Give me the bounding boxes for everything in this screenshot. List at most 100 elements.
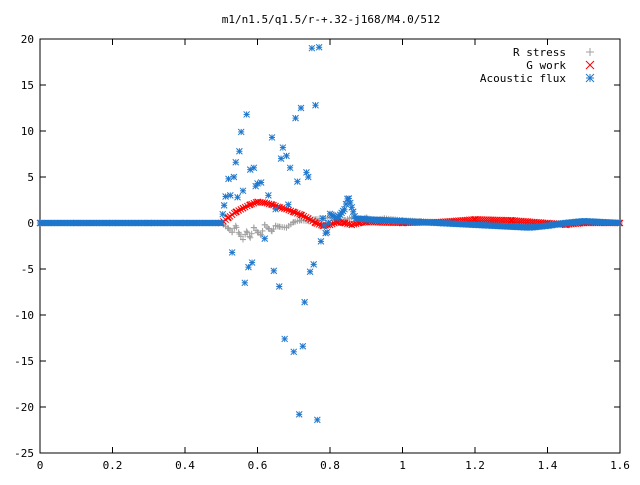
data-point [313,220,321,227]
data-point [298,217,304,224]
data-point [341,205,348,213]
marker-stroke [310,261,318,268]
marker-stroke [284,201,292,208]
marker-stroke [217,219,225,227]
x-tick-label: 1 [399,459,406,472]
marker-stroke [325,219,332,227]
data-point [342,200,350,208]
marker-stroke [304,215,312,222]
marker-stroke [283,152,290,160]
data-point [254,229,261,236]
data-point [248,230,255,237]
marker-stroke [236,147,243,155]
marker-stroke [232,208,240,216]
marker-stroke [239,187,247,195]
data-point [246,201,254,208]
marker-stroke [312,101,319,109]
marker-stroke [272,205,279,213]
y-tick-label: 15 [21,79,34,92]
data-point [232,158,240,166]
legend-label: G work [526,59,566,72]
data-point [270,267,278,275]
data-point [313,416,321,424]
data-point [615,219,622,227]
marker-stroke [237,128,245,136]
data-point [247,234,254,241]
data-point [272,205,279,213]
marker-stroke [328,220,336,228]
marker-stroke [263,199,271,207]
data-point [317,238,325,245]
marker-stroke [323,228,331,236]
marker-stroke [341,205,348,213]
marker-stroke [615,219,622,227]
marker-stroke [296,210,303,218]
data-point [320,222,328,230]
data-point [268,201,276,208]
marker-stroke [295,411,303,418]
data-point [319,215,327,222]
data-point [308,44,316,52]
y-tick-label: -5 [21,263,34,276]
legend-label: R stress [513,46,566,59]
data-point [301,298,308,306]
data-point [299,342,307,350]
data-point [290,208,298,216]
data-point [244,229,251,236]
marker-stroke [277,155,285,162]
data-point [250,224,257,231]
marker-stroke [345,195,353,202]
data-point [230,173,238,181]
marker-stroke [268,134,276,141]
data-point [297,104,305,112]
data-point [248,259,256,266]
marker-stroke [304,173,312,181]
data-point [236,147,243,155]
data-point [217,219,225,227]
chart-title: m1/n1.5/q1.5/r-+.32-j168/M4.0/512 [222,13,441,26]
marker-stroke [585,73,595,83]
data-point [239,204,247,212]
marker-stroke [243,111,250,118]
data-point [240,236,246,243]
data-point [228,249,236,256]
data-point [257,179,265,186]
data-point [248,200,256,208]
data-point [295,411,303,418]
data-point [291,209,299,216]
marker-stroke [307,216,314,224]
legend-label: Acoustic flux [480,72,566,85]
y-tick-label: 5 [27,171,34,184]
data-point [232,208,240,216]
marker-stroke [219,210,227,218]
marker-stroke [348,221,356,229]
data-point [237,206,245,213]
marker-stroke [341,219,348,227]
legend-marker [586,48,594,56]
marker-stroke [281,335,289,343]
data-point [272,222,279,229]
marker-stroke [261,199,269,207]
axes: 0 0.2 0.4 0.6 0.8 1 1.2 1.4 1.6 -25 -20 -15 -10 -5 0 5 1… [14,33,630,472]
data-point [275,283,283,290]
y-tick-label: -20 [14,401,34,414]
data-point [302,213,310,221]
data-point [229,229,236,236]
data-point [312,101,319,109]
x-tick-label: 1.4 [538,459,558,472]
data-point [284,201,292,208]
marker-stroke [245,263,252,271]
data-point [315,43,323,51]
marker-stroke [234,193,241,201]
marker-stroke [291,209,299,216]
data-point [296,210,303,218]
marker-stroke [225,214,232,221]
marker-stroke [286,164,294,172]
data-point [276,223,283,230]
marker-stroke [306,268,314,276]
data-point [219,210,227,218]
data-point [236,231,243,238]
marker-stroke [265,200,273,208]
